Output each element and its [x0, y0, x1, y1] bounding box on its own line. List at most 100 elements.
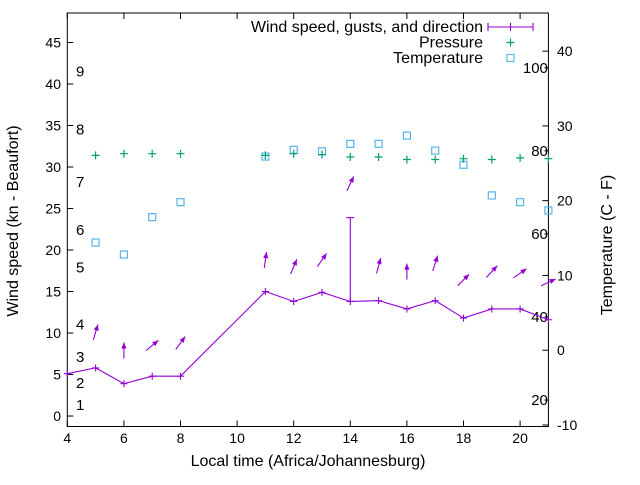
temperature-point [431, 146, 440, 155]
wind-speed-point [516, 305, 524, 313]
wind-arrow-head [404, 263, 410, 270]
temperature-point [515, 198, 525, 207]
y-right-tick-label: 10 [557, 267, 573, 283]
legend-label-temperature: Temperature [393, 50, 483, 67]
y-right-tick-label: 0 [557, 342, 565, 358]
y-left-tick-label: 0 [53, 408, 61, 424]
pressure-point [289, 149, 298, 158]
y-right-tick-label: 30 [557, 118, 573, 134]
temperature-point [148, 213, 157, 222]
fahrenheit-label: 40 [531, 309, 548, 326]
x-tick-label: 14 [343, 430, 359, 446]
wind-speed-point [403, 305, 411, 313]
legend-pressure-sample [506, 38, 515, 47]
temperature-point [374, 139, 383, 148]
y-left-tick-label: 30 [45, 159, 61, 175]
wind-speed-point [261, 288, 269, 296]
fahrenheit-label: 20 [531, 392, 548, 409]
fahrenheit-label: 100 [523, 60, 548, 77]
wind-arrow-head [121, 342, 127, 349]
y-left-tick-label: 10 [45, 325, 61, 341]
pressure-point [318, 150, 326, 159]
wind-arrow-head [433, 255, 439, 263]
pressure-point [544, 154, 553, 163]
wind-arrow-head [463, 274, 470, 281]
y-right-tick-label: -10 [557, 417, 577, 433]
wind-direction-arrows [92, 176, 556, 359]
y-right-tick-label: 40 [557, 43, 573, 59]
beaufort-label: 2 [76, 375, 84, 392]
y-left-tick-label: 20 [45, 242, 61, 258]
wind-speed-point [375, 297, 383, 305]
beaufort-label: 5 [76, 259, 84, 276]
x-tick-label: 12 [286, 430, 302, 446]
wind-arrow-head [376, 258, 382, 265]
wind-speed-point [431, 297, 439, 305]
wind-speed-point [488, 305, 496, 313]
beaufort-label: 9 [76, 64, 84, 81]
wind-speed-line [67, 290, 549, 385]
legend-temperature-sample [506, 53, 515, 63]
y-left-tick-label: 5 [53, 367, 61, 383]
wind-speed-point [544, 316, 552, 324]
legend-label-pressure: Pressure [419, 35, 483, 52]
x-tick-label: 8 [177, 430, 185, 446]
x-tick-label: 10 [229, 430, 245, 446]
right-axis-ticks: -10 0 10 20 30 40 [542, 43, 577, 433]
pressure-point [119, 149, 128, 158]
temperature-point [487, 191, 496, 200]
x-tick-label: 6 [120, 430, 128, 446]
x-tick-label: 18 [456, 430, 472, 446]
pressure-point [176, 149, 185, 158]
plot-border [66, 12, 549, 427]
wind-speed-point [120, 380, 128, 388]
temperature-point [176, 198, 185, 207]
pressure-point [459, 154, 468, 163]
pressure-point [431, 155, 440, 164]
legend-label-wind: Wind speed, gusts, and direction [251, 19, 483, 36]
pressure-point [148, 149, 157, 158]
beaufort-label: 3 [76, 349, 84, 366]
x-axis-ticks: 4 6 8 10 12 14 16 18 20 [63, 13, 528, 446]
pressure-point [516, 153, 525, 162]
wind-speed-point [290, 297, 298, 305]
wind-speed-point [63, 370, 71, 378]
wind-speed-point [177, 372, 184, 380]
left-axis-ticks: 0 5 10 15 20 25 30 35 40 45 [45, 34, 74, 424]
wind-speed-series [63, 288, 552, 388]
x-tick-label: 20 [512, 430, 528, 446]
beaufort-label: 4 [76, 317, 84, 334]
temperature-point [402, 131, 411, 140]
fahrenheit-scale-labels: 20 40 60 80 100 [523, 60, 549, 409]
pressure-series [91, 149, 553, 164]
x-tick-label: 4 [63, 430, 71, 446]
wind-speed-point [148, 372, 156, 380]
pressure-point [91, 151, 100, 160]
y-left-tick-label: 25 [45, 201, 61, 217]
beaufort-label: 1 [76, 397, 84, 414]
temperature-point [119, 250, 129, 259]
wind-arrow-head [93, 324, 99, 332]
pressure-point [487, 155, 496, 164]
x-axis-title: Local time (Africa/Johannesburg) [191, 453, 426, 470]
beaufort-label: 6 [76, 222, 84, 239]
right-axis-title: Temperature (C - F) [599, 175, 616, 315]
pressure-point [402, 155, 411, 164]
wind-arrow-head [520, 268, 527, 275]
y-left-tick-label: 40 [45, 76, 61, 92]
left-axis-title: Wind speed (kn - Beaufort) [5, 125, 22, 316]
pressure-point [261, 151, 270, 160]
fahrenheit-label: 60 [531, 226, 548, 243]
wind-arrow-head [263, 252, 269, 259]
y-left-tick-label: 45 [45, 34, 61, 50]
y-left-tick-label: 15 [45, 284, 61, 300]
wind-arrow-head [549, 279, 556, 284]
y-left-tick-label: 35 [45, 117, 61, 133]
temperature-point [346, 139, 355, 148]
pressure-point [374, 153, 383, 162]
plot-generated-content: 4 6 8 10 12 14 16 18 20051015202530354045-100102… [45, 12, 577, 446]
wind-arrow-head [292, 259, 297, 266]
pressure-point [346, 153, 355, 162]
